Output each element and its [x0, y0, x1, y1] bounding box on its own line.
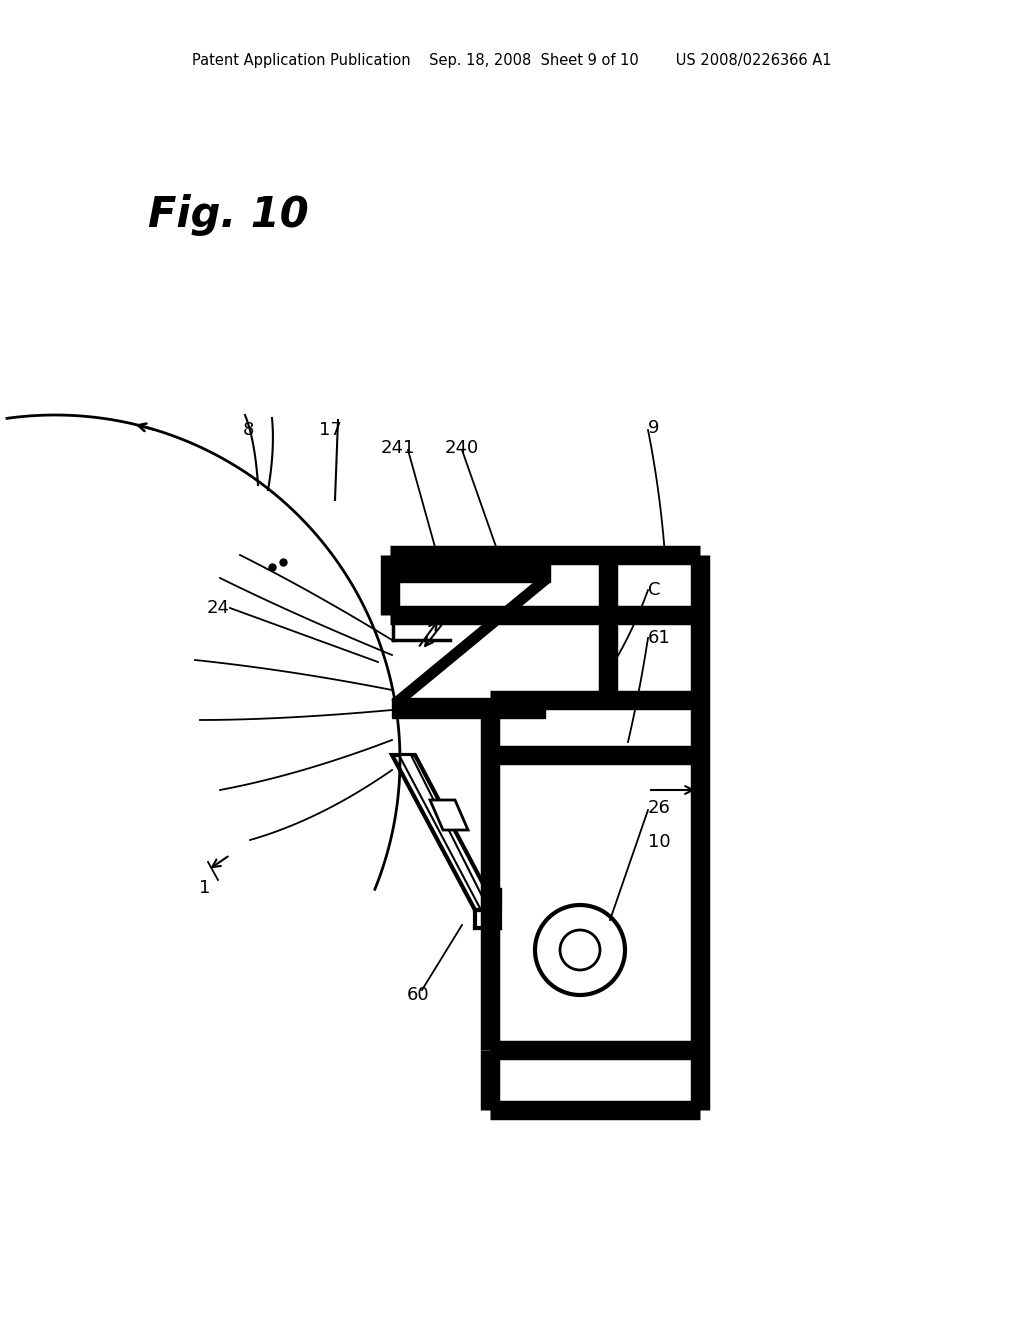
- Circle shape: [535, 906, 625, 995]
- Text: Patent Application Publication    Sep. 18, 2008  Sheet 9 of 10        US 2008/02: Patent Application Publication Sep. 18, …: [193, 53, 831, 67]
- Text: Fig. 10: Fig. 10: [148, 194, 309, 236]
- Text: 24: 24: [207, 599, 229, 616]
- Polygon shape: [392, 582, 550, 700]
- Circle shape: [560, 931, 600, 970]
- Text: 1: 1: [200, 879, 211, 898]
- Text: 8: 8: [243, 421, 254, 440]
- Polygon shape: [430, 800, 468, 830]
- Text: 17: 17: [318, 421, 341, 440]
- Text: C: C: [648, 581, 660, 599]
- Polygon shape: [393, 562, 550, 582]
- Text: 10: 10: [648, 833, 671, 851]
- Text: 241: 241: [381, 440, 415, 457]
- Polygon shape: [392, 698, 545, 718]
- Polygon shape: [399, 755, 489, 909]
- Text: 61: 61: [648, 630, 671, 647]
- Text: 60: 60: [407, 986, 429, 1005]
- Text: 240: 240: [444, 440, 479, 457]
- Polygon shape: [392, 755, 497, 909]
- Text: 9: 9: [648, 418, 659, 437]
- Text: 26: 26: [648, 799, 671, 817]
